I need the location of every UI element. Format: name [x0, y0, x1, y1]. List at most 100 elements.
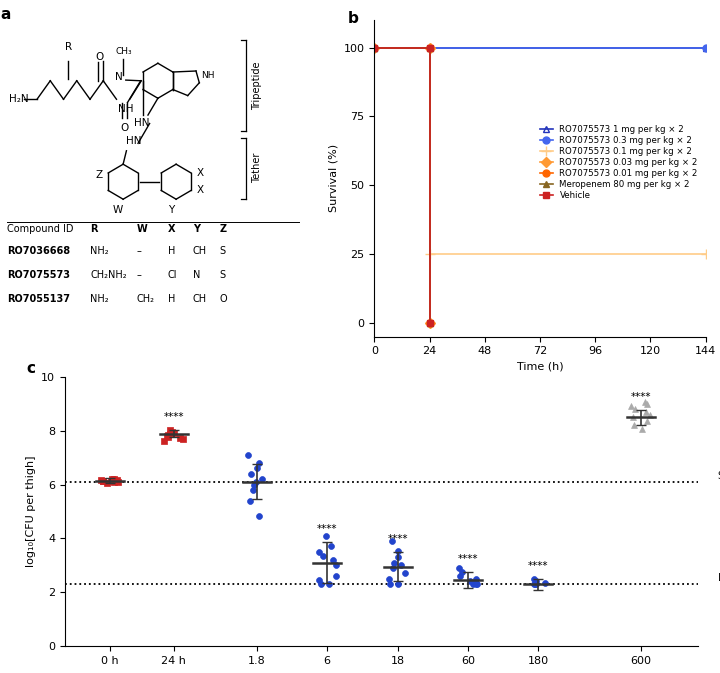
Text: Cl: Cl: [168, 270, 177, 280]
Text: CH: CH: [193, 246, 207, 256]
Text: S: S: [219, 246, 225, 256]
Point: [253, 510, 265, 521]
Text: CH: CH: [193, 294, 207, 304]
Point: [97, 476, 109, 487]
Point: [529, 579, 541, 590]
Text: Tripeptide: Tripeptide: [252, 61, 262, 110]
Point: [108, 476, 120, 487]
Point: [162, 431, 174, 442]
Point: [387, 563, 399, 573]
Text: HN: HN: [127, 136, 142, 146]
Point: [388, 557, 400, 568]
Point: [454, 563, 465, 573]
Point: [472, 579, 483, 590]
RO7075573 0.1 mg per kg × 2: [426, 44, 434, 52]
Text: O: O: [219, 294, 227, 304]
Text: ****: ****: [163, 413, 184, 423]
Point: [640, 406, 652, 417]
Text: Tether: Tether: [252, 153, 262, 184]
Text: CH₃: CH₃: [115, 46, 132, 56]
Line: Vehicle: Vehicle: [371, 44, 433, 326]
Text: ****: ****: [458, 554, 478, 564]
Text: Compound ID: Compound ID: [7, 224, 73, 234]
RO7075573 0.01 mg per kg × 2: [370, 44, 379, 52]
Text: NH: NH: [201, 71, 215, 80]
Point: [386, 536, 397, 546]
Point: [314, 546, 325, 557]
Text: –: –: [136, 270, 141, 280]
Point: [95, 474, 107, 485]
RO7075573 0.1 mg per kg × 2: [426, 250, 434, 258]
Text: R: R: [65, 42, 72, 52]
Text: NH₂: NH₂: [90, 246, 109, 256]
Text: N: N: [114, 72, 122, 81]
Text: H: H: [168, 246, 175, 256]
Text: H: H: [168, 294, 175, 304]
Text: ****: ****: [528, 561, 549, 571]
Text: X: X: [197, 168, 204, 178]
Text: O: O: [121, 122, 129, 133]
Point: [313, 575, 325, 586]
Point: [256, 474, 268, 485]
Point: [323, 579, 335, 590]
Text: RO7075573: RO7075573: [7, 270, 71, 280]
Text: HN: HN: [134, 118, 149, 129]
Point: [253, 458, 264, 468]
Text: ****: ****: [317, 524, 338, 534]
Point: [383, 573, 395, 584]
Point: [467, 579, 479, 590]
Text: Limit of detection: Limit of detection: [718, 573, 720, 583]
Point: [162, 429, 174, 440]
Point: [384, 579, 396, 590]
Text: CH₂NH₂: CH₂NH₂: [90, 270, 127, 280]
Point: [315, 578, 327, 589]
Text: NH: NH: [118, 104, 134, 114]
Point: [454, 571, 466, 581]
Text: ****: ****: [631, 392, 651, 402]
Point: [106, 474, 117, 485]
Point: [248, 479, 260, 490]
Point: [627, 412, 639, 423]
Point: [392, 545, 404, 556]
Point: [325, 541, 336, 552]
Point: [174, 433, 186, 444]
Y-axis label: Survival (%): Survival (%): [328, 144, 338, 213]
Text: –: –: [136, 246, 141, 256]
Point: [641, 398, 652, 409]
Meropenem 80 mg per kg × 2: [426, 44, 434, 52]
Point: [246, 468, 257, 479]
Point: [395, 560, 407, 571]
Meropenem 80 mg per kg × 2: [426, 319, 434, 327]
Point: [168, 427, 180, 438]
Text: CH₂: CH₂: [136, 294, 154, 304]
Point: [97, 475, 109, 486]
Text: b: b: [348, 11, 359, 26]
Point: [639, 397, 651, 408]
Point: [251, 463, 263, 474]
Point: [112, 477, 124, 488]
RO7075573 0.03 mg per kg × 2: [426, 44, 434, 52]
Text: c: c: [27, 361, 36, 376]
Text: Z: Z: [219, 224, 226, 234]
RO7075573 0.01 mg per kg × 2: [426, 319, 434, 327]
Point: [644, 409, 656, 420]
RO7075573 0.03 mg per kg × 2: [426, 319, 434, 327]
Point: [539, 577, 551, 588]
Point: [243, 450, 254, 460]
Point: [471, 579, 482, 590]
Point: [166, 427, 178, 437]
Point: [318, 551, 329, 561]
Point: [464, 576, 476, 587]
Point: [164, 425, 176, 435]
Y-axis label: log₁₀[CFU per thigh]: log₁₀[CFU per thigh]: [25, 456, 35, 567]
Vehicle: [426, 44, 434, 52]
RO7075573 0.1 mg per kg × 2: [370, 44, 379, 52]
Point: [470, 573, 482, 584]
Point: [636, 424, 647, 435]
Line: RO7075573 0.01 mg per kg × 2: RO7075573 0.01 mg per kg × 2: [371, 44, 433, 326]
Point: [528, 573, 540, 584]
Vehicle: [370, 44, 379, 52]
Point: [530, 576, 541, 587]
Line: RO7075573 0.1 mg per kg × 2: RO7075573 0.1 mg per kg × 2: [369, 43, 711, 259]
Text: RO7055137: RO7055137: [7, 294, 71, 304]
